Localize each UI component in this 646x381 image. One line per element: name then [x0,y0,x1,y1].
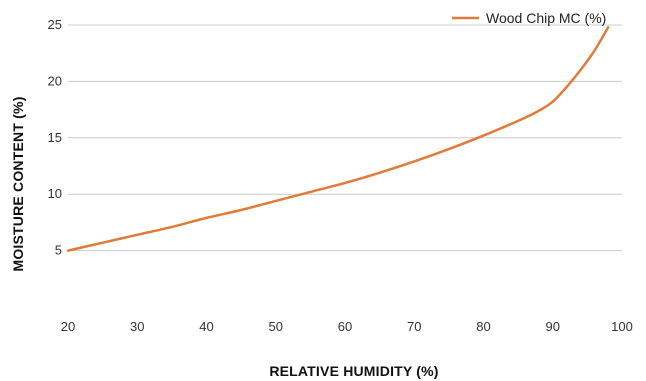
x-tick-label: 90 [546,319,560,334]
y-tick-label: 25 [48,17,62,32]
y-tick-label: 20 [48,73,62,88]
x-tick-labels: 20 30 40 50 60 70 80 90 100 [61,319,633,334]
x-tick-label: 30 [130,319,144,334]
gridlines [68,24,622,252]
legend-label-wood-chip-mc: Wood Chip MC (%) [486,10,606,26]
x-tick-label: 50 [269,319,283,334]
x-tick-label: 60 [338,319,352,334]
y-tick-labels: 5 10 15 20 25 [48,17,62,258]
y-tick-label: 5 [55,243,62,258]
x-tick-label: 80 [476,319,490,334]
x-tick-label: 100 [611,319,633,334]
x-tick-label: 70 [407,319,421,334]
x-axis-title: RELATIVE HUMIDITY (%) [269,363,438,379]
y-tick-label: 10 [48,186,62,201]
y-axis-title: MOISTURE CONTENT (%) [10,96,26,271]
x-tick-label: 40 [199,319,213,334]
x-tick-label: 20 [61,319,75,334]
y-tick-label: 15 [48,130,62,145]
series-layer [66,26,610,252]
series-line-wood-chip-mc [66,26,610,252]
legend: Wood Chip MC (%) [452,10,606,26]
